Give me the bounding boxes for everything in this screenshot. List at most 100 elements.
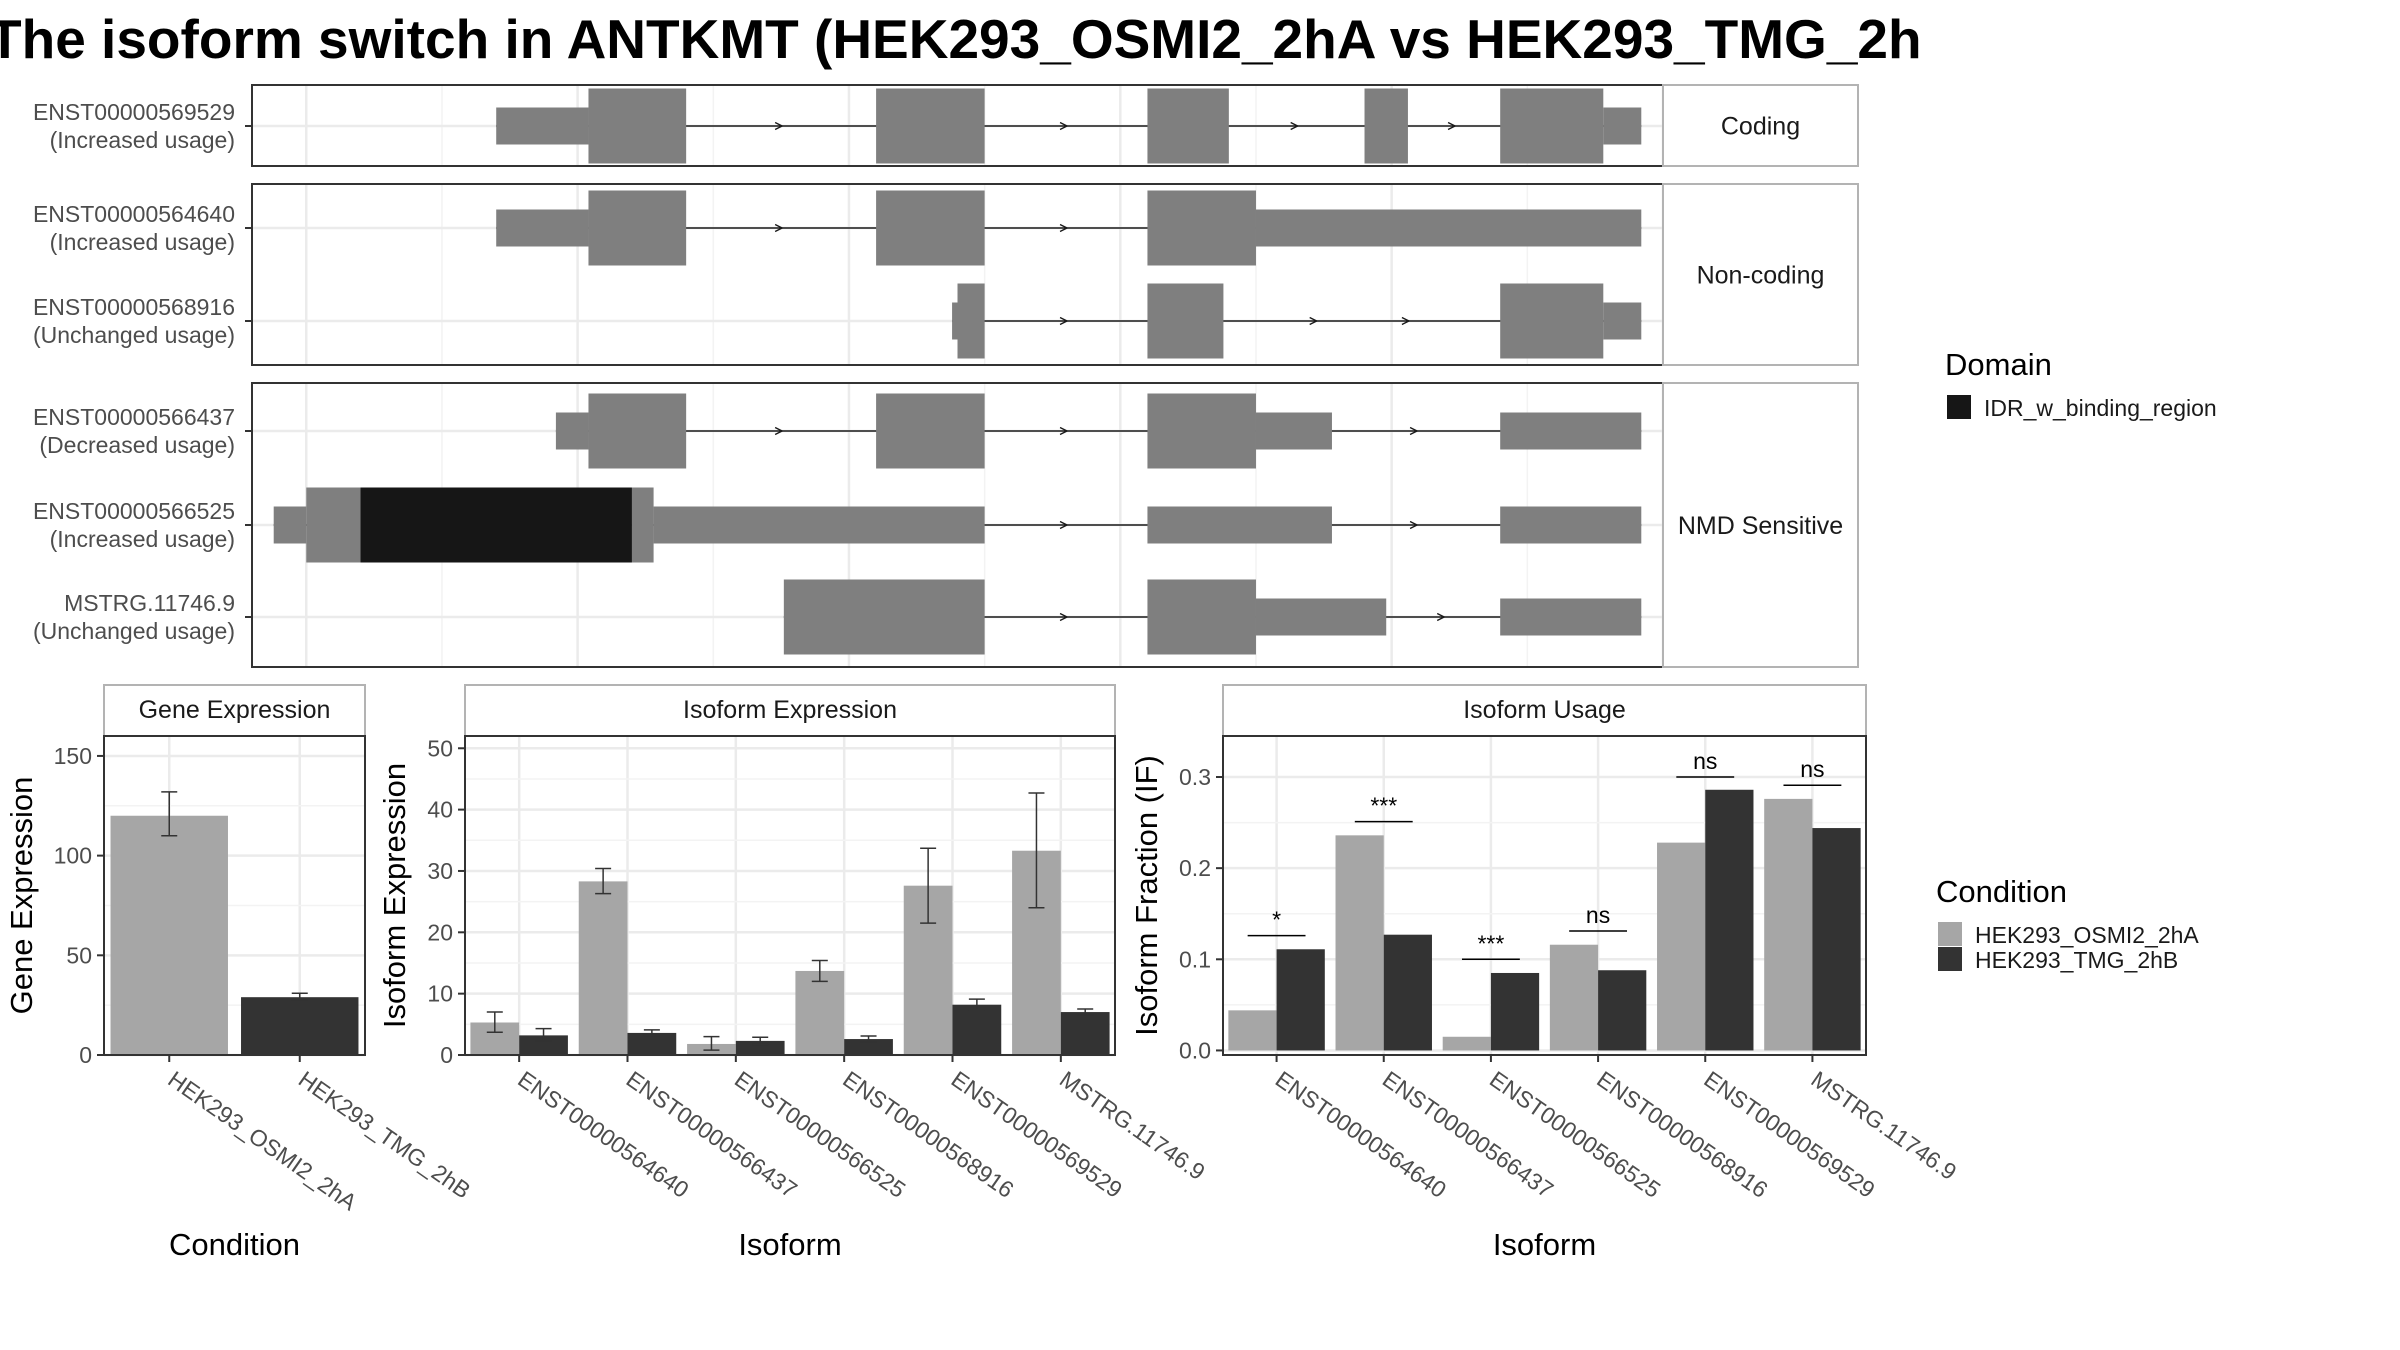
- exon: [1255, 598, 1387, 636]
- page-title: The isoform switch in ANTKMT (HEK293_OSM…: [0, 8, 1922, 70]
- y-tick-label: 0: [440, 1042, 453, 1068]
- intron-arrow: [1290, 121, 1300, 131]
- bar: [1383, 934, 1432, 1051]
- y-tick-label: 0.0: [1179, 1037, 1211, 1063]
- isoform-id-label: ENST00000569529: [33, 99, 235, 125]
- intron-arrow: [1447, 121, 1457, 131]
- isoform-track: ENST00000564640(Increased usage): [33, 190, 1642, 266]
- bar: [1490, 972, 1540, 1051]
- exon: [1500, 88, 1604, 164]
- bar: [578, 881, 628, 1055]
- isoform-usage-label: (Unchanged usage): [33, 618, 235, 644]
- structure-group: ENST00000566437(Decreased usage) ENST0000…: [33, 382, 1859, 668]
- isoform-track: MSTRG.11746.9(Unchanged usage): [33, 579, 1642, 655]
- isoform-track: ENST00000566437(Decreased usage): [33, 393, 1642, 469]
- intron-arrow: [774, 223, 784, 233]
- isoform-usage-label: (Increased usage): [50, 127, 235, 153]
- legend-key-domain: [1947, 395, 1971, 419]
- exon: [876, 88, 985, 164]
- y-tick-label: 10: [427, 981, 453, 1007]
- bar: [241, 997, 359, 1055]
- significance-label: *: [1272, 907, 1281, 933]
- bar: [1598, 970, 1647, 1051]
- exon: [1500, 283, 1604, 359]
- domain-idr: [360, 487, 632, 563]
- y-tick-label: 50: [66, 942, 92, 968]
- intron-arrow: [1436, 612, 1446, 622]
- strip-bg: [1662, 84, 1859, 167]
- strip-bg: [1222, 684, 1867, 737]
- y-tick-label: 30: [427, 858, 453, 884]
- strip-label: Non-coding: [1697, 262, 1825, 290]
- panel-title: Gene Expression: [139, 696, 331, 724]
- intron-arrow: [1059, 426, 1069, 436]
- intron-arrow: [1409, 426, 1419, 436]
- isoform-expression-plot: Isoform Expression01020304050ENST0000056…: [377, 684, 1210, 1262]
- legend-title-condition: Condition: [1936, 874, 2067, 909]
- bar: [1276, 949, 1325, 1051]
- exon: [1255, 209, 1642, 247]
- structure-group: ENST00000569529(Increased usage) Coding: [33, 84, 1859, 167]
- y-tick-label: 0.3: [1179, 764, 1211, 790]
- intron-arrow: [1309, 316, 1319, 326]
- bar: [1812, 828, 1861, 1051]
- gene-structure-plot: ENST00000569529(Increased usage) CodingEN…: [33, 84, 1859, 668]
- panel-bg: [465, 736, 1115, 1055]
- significance-label: ns: [1800, 756, 1824, 782]
- isoform-usage-label: (Increased usage): [50, 229, 235, 255]
- exon: [1147, 190, 1256, 266]
- legend-label-condition: HEK293_TMG_2hB: [1975, 947, 2178, 973]
- bar: [1335, 835, 1384, 1051]
- bar: [1228, 1010, 1277, 1051]
- exon: [1147, 393, 1256, 469]
- panel-border: [103, 735, 366, 1056]
- x-axis-title: Condition: [169, 1227, 300, 1262]
- strip-label: Coding: [1721, 113, 1800, 141]
- exon: [876, 393, 985, 469]
- y-tick-label: 0.2: [1179, 855, 1211, 881]
- exon: [588, 190, 687, 266]
- intron-arrow: [1059, 121, 1069, 131]
- exon: [273, 506, 307, 544]
- y-axis-title: Isoform Fraction (IF): [1129, 755, 1164, 1036]
- y-tick-label: 40: [427, 797, 453, 823]
- significance-label: ***: [1477, 930, 1504, 956]
- isoform-track: ENST00000566525(Increased usage): [33, 487, 1642, 563]
- exon: [957, 283, 985, 359]
- strip-bg: [1662, 382, 1859, 668]
- exon: [1603, 107, 1642, 145]
- y-tick-label: 20: [427, 919, 453, 945]
- bar: [1549, 944, 1599, 1051]
- panel-title: Isoform Usage: [1463, 696, 1626, 724]
- bar: [1657, 842, 1706, 1051]
- exon: [783, 579, 985, 655]
- intron-arrow: [1409, 520, 1419, 530]
- exon: [1500, 598, 1642, 636]
- structure-group: ENST00000564640(Increased usage) ENST0000…: [33, 183, 1859, 366]
- legends: Domain IDR_w_binding_region Condition HEK29…: [1936, 347, 2217, 973]
- isoform-id-label: ENST00000568916: [33, 294, 235, 320]
- exon: [631, 487, 654, 563]
- exon: [555, 412, 589, 450]
- significance-label: ns: [1586, 902, 1610, 928]
- exon: [1603, 302, 1642, 340]
- y-axis-title: Isoform Expression: [377, 763, 412, 1028]
- exon: [876, 190, 985, 266]
- intron-arrow: [1059, 316, 1069, 326]
- y-tick-label: 0.1: [1179, 946, 1211, 972]
- exon: [1147, 506, 1332, 544]
- exon: [952, 302, 958, 340]
- bar: [735, 1040, 785, 1055]
- legend-key-condition: [1938, 947, 1962, 971]
- isoform-usage-label: (Increased usage): [50, 526, 235, 552]
- intron-arrow: [1059, 223, 1069, 233]
- exon: [1500, 412, 1642, 450]
- bar: [1705, 789, 1754, 1051]
- exon: [1147, 283, 1224, 359]
- intron-arrow: [1059, 612, 1069, 622]
- panel-title: Isoform Expression: [683, 696, 897, 724]
- strip-label: NMD Sensitive: [1678, 512, 1843, 540]
- bar: [1764, 798, 1813, 1051]
- exon: [496, 107, 589, 145]
- x-axis-title: Isoform: [1493, 1227, 1596, 1262]
